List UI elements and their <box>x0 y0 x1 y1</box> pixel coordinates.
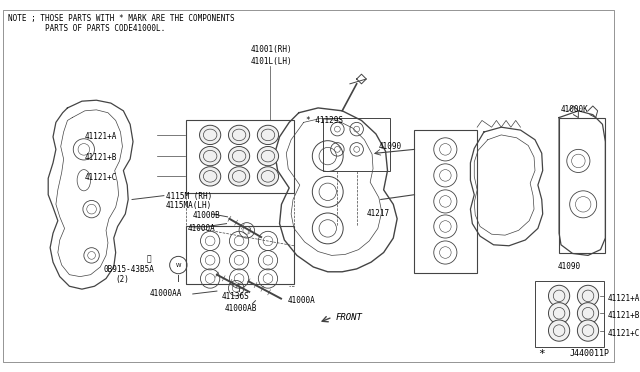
Text: 4115MA(LH): 4115MA(LH) <box>166 201 212 211</box>
Text: 41000A: 41000A <box>188 224 216 232</box>
Text: 41090: 41090 <box>557 262 580 271</box>
Ellipse shape <box>228 125 250 145</box>
Text: 41000K: 41000K <box>561 105 589 114</box>
Text: (2): (2) <box>116 275 129 284</box>
Bar <box>186 121 294 193</box>
Ellipse shape <box>257 147 278 166</box>
Text: PARTS OF PARTS CODE41000L.: PARTS OF PARTS CODE41000L. <box>8 24 165 33</box>
Ellipse shape <box>257 125 278 145</box>
Text: 41000B: 41000B <box>193 211 221 220</box>
Circle shape <box>548 285 570 307</box>
Bar <box>559 118 605 253</box>
Text: 41121+A: 41121+A <box>607 294 639 303</box>
Text: 41000AB: 41000AB <box>225 304 257 312</box>
Text: 41121+C: 41121+C <box>85 173 117 183</box>
Text: 4115M (RH): 4115M (RH) <box>166 192 212 201</box>
Text: 41000AA: 41000AA <box>149 289 182 298</box>
Text: 4101L(LH): 4101L(LH) <box>251 57 292 66</box>
Text: 41136S: 41136S <box>221 292 250 301</box>
Text: * 41129S: * 41129S <box>305 116 342 125</box>
Text: 41001(RH): 41001(RH) <box>251 45 292 54</box>
Ellipse shape <box>228 147 250 166</box>
Ellipse shape <box>200 167 221 186</box>
Bar <box>415 130 477 273</box>
Text: NOTE ; THOSE PARTS WITH * MARK ARE THE COMPONENTS: NOTE ; THOSE PARTS WITH * MARK ARE THE C… <box>8 15 234 23</box>
Ellipse shape <box>228 167 250 186</box>
Text: 41121+B: 41121+B <box>607 311 639 320</box>
Circle shape <box>577 320 598 341</box>
Bar <box>186 227 294 284</box>
Text: 41121+A: 41121+A <box>85 132 117 141</box>
Text: 0B915-43B5A: 0B915-43B5A <box>103 265 154 274</box>
Bar <box>535 282 604 347</box>
Circle shape <box>548 320 570 341</box>
Bar <box>323 118 390 171</box>
Circle shape <box>577 303 598 324</box>
Text: *: * <box>538 349 545 359</box>
Text: J440011P: J440011P <box>569 349 609 357</box>
Text: FRONT: FRONT <box>335 313 362 322</box>
Text: W: W <box>175 263 181 267</box>
Text: 41121+C: 41121+C <box>607 329 639 338</box>
Ellipse shape <box>257 167 278 186</box>
Circle shape <box>577 285 598 307</box>
Text: 41121+B: 41121+B <box>85 153 117 162</box>
Text: Ⓦ: Ⓦ <box>147 255 152 264</box>
Text: 41217: 41217 <box>366 209 389 218</box>
Text: 41090: 41090 <box>379 142 402 151</box>
Ellipse shape <box>200 125 221 145</box>
Circle shape <box>548 303 570 324</box>
Ellipse shape <box>200 147 221 166</box>
Text: 41000A: 41000A <box>287 296 315 305</box>
